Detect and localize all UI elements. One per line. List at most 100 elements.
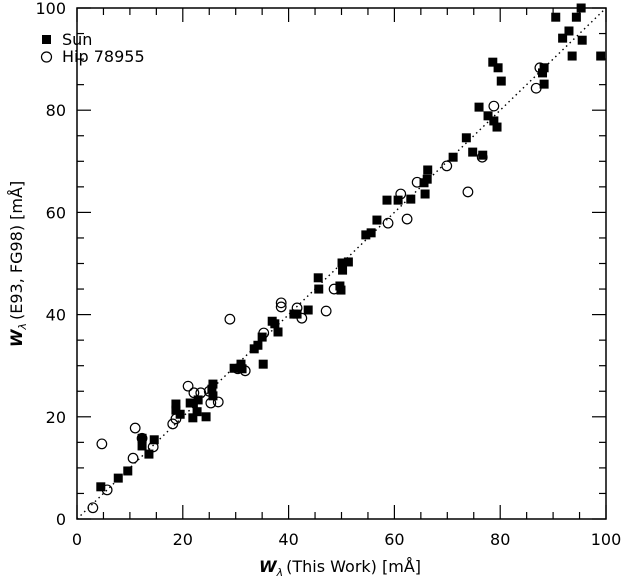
point-hip-78955 [530,82,542,94]
point-sun [493,63,503,73]
point-sun [338,265,348,275]
point-sun [96,482,106,492]
point-sun [496,76,506,86]
point-sun [539,79,549,89]
point-sun [393,195,403,205]
point-sun [303,305,313,315]
point-sun [567,51,577,61]
x-label-symbol: W [259,557,278,576]
y-tick-label: 100 [35,0,66,18]
point-sun [193,395,203,405]
y-tick-label: 80 [46,101,66,120]
point-hip-78955 [101,484,113,496]
point-hip-78955 [462,186,474,198]
point-hip-78955 [136,432,148,444]
point-hip-78955 [411,176,423,188]
x-tick-label: 60 [384,530,404,549]
point-sun [149,435,159,445]
point-sun [571,12,581,22]
point-sun [361,230,371,240]
point-sun [337,258,347,268]
legend-marker-sun [42,35,51,44]
x-tick-label: 0 [72,530,82,549]
legend: Sun Hip 78955 [40,30,145,66]
x-tick-label: 80 [490,530,510,549]
point-sun [423,165,433,175]
point-hip-78955 [188,387,200,399]
point-hip-78955 [401,213,413,225]
legend-label-hip: Hip 78955 [62,47,145,66]
point-hip-78955 [195,387,207,399]
point-hip-78955 [441,160,453,172]
point-hip-78955 [212,396,224,408]
y-label-text: (E93, FG98) [mÅ] [7,181,26,320]
point-sun [314,284,324,294]
legend-label-sun: Sun [62,30,92,49]
point-sun [113,473,123,483]
point-hip-78955 [275,301,287,313]
point-sun [551,12,561,22]
point-hip-78955 [328,283,340,295]
legend-marker-hip [40,51,53,63]
point-hip-78955 [239,365,251,377]
x-tick-label: 40 [278,530,298,549]
point-sun [229,363,239,373]
point-sun [468,147,478,157]
point-sun [144,449,154,459]
point-sun [201,412,211,422]
point-hip-78955 [382,217,394,229]
y-tick-label: 20 [46,408,66,427]
point-sun [188,398,198,408]
point-sun [422,174,432,184]
x-tick-label: 100 [591,530,622,549]
y-label-sub: λ [16,323,29,331]
point-hip-78955 [296,312,308,324]
point-sun [175,409,185,419]
point-sun [270,319,280,329]
point-sun [192,407,202,417]
point-sun [236,359,246,369]
y-tick-label: 0 [56,510,66,529]
point-hip-78955 [129,422,141,434]
point-sun [538,68,548,78]
point-hip-78955 [127,452,139,464]
x-axis-label: Wλ (This Work) [mÅ] [259,557,421,579]
point-hip-78955 [205,397,217,409]
point-sun [483,111,493,121]
point-sun [576,3,586,13]
data-marks [87,3,606,514]
point-sun [343,257,353,267]
point-hip-78955 [182,380,194,392]
point-hip-78955 [170,413,182,425]
point-hip-78955 [534,62,546,74]
point-hip-78955 [320,305,332,317]
point-sun [492,122,502,132]
x-tick-label: 20 [173,530,193,549]
point-sun [372,215,382,225]
point-sun [258,359,268,369]
point-sun [208,391,218,401]
point-hip-78955 [488,100,500,112]
x-label-text: (This Work) [mÅ] [286,557,421,576]
point-sun [171,399,181,409]
point-hip-78955 [258,327,270,339]
y-tick-label: 60 [46,203,66,222]
point-sun [461,133,471,143]
point-sun [292,309,302,319]
point-hip-78955 [87,502,99,514]
point-sun [448,152,458,162]
point-sun [137,441,147,451]
point-sun [366,228,376,238]
axis-ticks: 0 20 40 60 80 100 0 20 40 60 80 100 [35,0,621,549]
point-hip-78955 [395,188,407,200]
point-hip-78955 [275,297,287,309]
point-sun [478,150,488,160]
y-axis-label: Wλ (E93, FG98) [mÅ] [7,181,29,347]
point-hip-78955 [96,438,108,450]
point-hip-78955 [203,385,215,397]
point-sun [488,57,498,67]
point-sun [313,273,323,283]
point-hip-78955 [232,363,244,375]
